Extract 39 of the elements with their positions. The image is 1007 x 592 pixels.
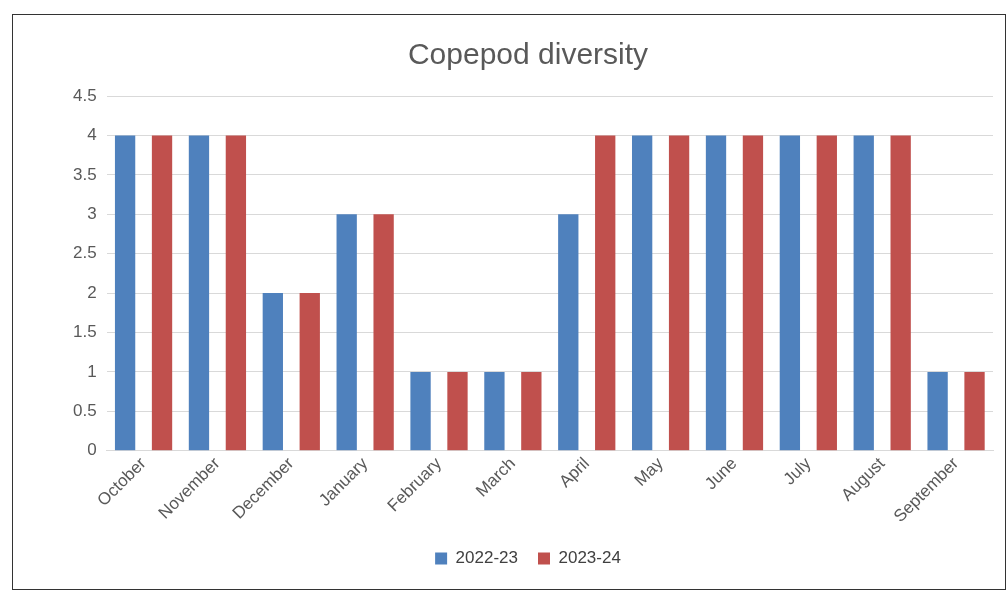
bar [853, 135, 874, 451]
bar [779, 135, 801, 451]
y-tick-label: 2 [87, 282, 97, 302]
bar [816, 135, 837, 451]
chart-title: Copepod diversity [407, 37, 649, 71]
bar [890, 135, 911, 451]
y-tick-label: 2.5 [72, 243, 97, 263]
bar [262, 293, 283, 451]
y-tick-label: 0.5 [72, 401, 97, 421]
bar [668, 135, 690, 451]
legend-label: 2023-24 [558, 548, 621, 568]
bar [336, 214, 357, 451]
legend-label: 2022-23 [455, 548, 518, 568]
y-tick-label: 3.5 [72, 164, 97, 184]
y-tick-label: 3 [87, 203, 97, 223]
y-tick-label: 1 [87, 361, 97, 381]
bar [964, 371, 985, 451]
bar [373, 214, 394, 451]
bar [151, 135, 173, 451]
bar [558, 214, 579, 451]
bar [299, 293, 320, 451]
bar [225, 135, 247, 451]
bar [705, 135, 727, 451]
x-tick-label: May [630, 453, 668, 490]
y-tick-label: 0 [87, 440, 97, 460]
x-tick-label: July [779, 453, 815, 489]
bar [188, 135, 210, 451]
bar [595, 135, 616, 451]
y-tick-label: 4.5 [72, 85, 97, 105]
y-tick-label: 4 [87, 125, 97, 145]
bar [742, 135, 764, 451]
bar [484, 371, 505, 451]
bar [114, 135, 136, 451]
bar [410, 371, 431, 451]
bar [521, 371, 542, 451]
y-tick-label: 1.5 [72, 322, 97, 342]
bar [631, 135, 653, 451]
bar [927, 371, 948, 451]
bar [447, 371, 468, 451]
